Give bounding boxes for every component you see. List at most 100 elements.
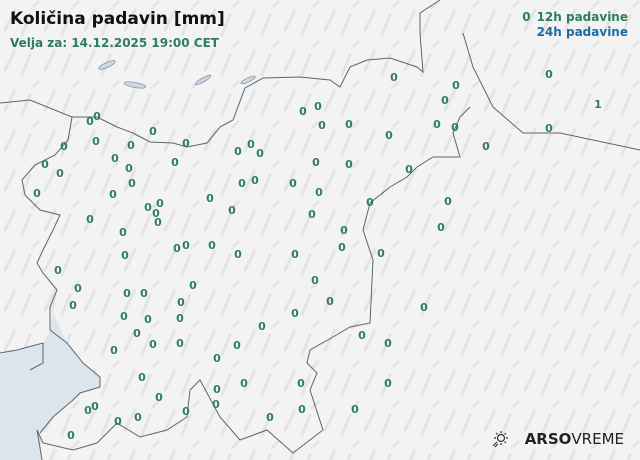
station-value[interactable]: 0 <box>213 352 221 365</box>
station-value[interactable]: 0 <box>176 312 184 325</box>
station-value[interactable]: 0 <box>452 79 460 92</box>
station-value[interactable]: 0 <box>60 140 68 153</box>
station-value[interactable]: 0 <box>133 327 141 340</box>
station-value[interactable]: 0 <box>138 371 146 384</box>
station-value[interactable]: 0 <box>182 239 190 252</box>
station-value[interactable]: 0 <box>125 162 133 175</box>
station-value[interactable]: 0 <box>149 338 157 351</box>
station-value[interactable]: 0 <box>123 287 131 300</box>
station-value[interactable]: 0 <box>311 274 319 287</box>
station-value[interactable]: 0 <box>109 188 117 201</box>
station-value[interactable]: 0 <box>405 163 413 176</box>
station-value[interactable]: 0 <box>86 115 94 128</box>
station-value[interactable]: 0 <box>91 400 99 413</box>
station-value[interactable]: 0 <box>41 158 49 171</box>
station-value[interactable]: 0 <box>291 248 299 261</box>
station-value[interactable]: 0 <box>156 197 164 210</box>
station-value[interactable]: 0 <box>120 310 128 323</box>
station-value[interactable]: 0 <box>93 110 101 123</box>
station-value[interactable]: 0 <box>247 138 255 151</box>
legend-item-24h[interactable]: 24h padavine <box>536 25 628 39</box>
station-value[interactable]: 0 <box>155 391 163 404</box>
station-value[interactable]: 0 <box>110 344 118 357</box>
station-value[interactable]: 0 <box>297 377 305 390</box>
station-value[interactable]: 0 <box>482 140 490 153</box>
station-value[interactable]: 0 <box>140 287 148 300</box>
station-value[interactable]: 0 <box>111 152 119 165</box>
station-value[interactable]: 0 <box>114 415 122 428</box>
station-value[interactable]: 0 <box>234 145 242 158</box>
station-value[interactable]: 0 <box>228 204 236 217</box>
station-value[interactable]: 0 <box>144 313 152 326</box>
station-value[interactable]: 0 <box>69 299 77 312</box>
station-value[interactable]: 0 <box>433 118 441 131</box>
station-value[interactable]: 0 <box>206 192 214 205</box>
station-value[interactable]: 0 <box>345 118 353 131</box>
station-value[interactable]: 0 <box>128 177 136 190</box>
station-value[interactable]: 1 <box>594 98 602 111</box>
station-value[interactable]: 0 <box>390 71 398 84</box>
station-value[interactable]: 0 <box>189 279 197 292</box>
station-value[interactable]: 0 <box>314 100 322 113</box>
station-value[interactable]: 0 <box>251 174 259 187</box>
station-value[interactable]: 0 <box>240 377 248 390</box>
station-value[interactable]: 0 <box>238 177 246 190</box>
station-value[interactable]: 0 <box>144 201 152 214</box>
station-value[interactable]: 0 <box>289 177 297 190</box>
station-value[interactable]: 0 <box>74 282 82 295</box>
station-value[interactable]: 0 <box>173 242 181 255</box>
station-value[interactable]: 0 <box>291 307 299 320</box>
station-value[interactable]: 0 <box>366 196 374 209</box>
station-value[interactable]: 0 <box>308 208 316 221</box>
station-value[interactable]: 0 <box>54 264 62 277</box>
station-value[interactable]: 0 <box>208 239 216 252</box>
station-value[interactable]: 0 <box>299 105 307 118</box>
station-value[interactable]: 0 <box>437 221 445 234</box>
station-value[interactable]: 0 <box>119 226 127 239</box>
station-value[interactable]: 0 <box>182 137 190 150</box>
legend-item-12h[interactable]: 12h padavine <box>536 10 628 24</box>
station-value[interactable]: 0 <box>234 248 242 261</box>
station-value[interactable]: 0 <box>233 339 241 352</box>
station-value[interactable]: 0 <box>176 337 184 350</box>
station-value[interactable]: 0 <box>171 156 179 169</box>
station-value[interactable]: 0 <box>127 139 135 152</box>
station-value[interactable]: 0 <box>340 224 348 237</box>
station-value[interactable]: 0 <box>213 383 221 396</box>
station-value[interactable]: 0 <box>420 301 428 314</box>
station-value[interactable]: 0 <box>377 247 385 260</box>
station-value[interactable]: 0 <box>384 377 392 390</box>
station-value[interactable]: 0 <box>358 329 366 342</box>
station-value[interactable]: 0 <box>84 404 92 417</box>
station-value[interactable]: 0 <box>258 320 266 333</box>
station-value[interactable]: 0 <box>134 411 142 424</box>
station-value[interactable]: 0 <box>33 187 41 200</box>
station-value[interactable]: 0 <box>92 135 100 148</box>
station-value[interactable]: 0 <box>266 411 274 424</box>
station-value[interactable]: 0 <box>182 405 190 418</box>
station-value[interactable]: 0 <box>326 295 334 308</box>
station-value[interactable]: 0 <box>154 216 162 229</box>
station-value[interactable]: 0 <box>545 122 553 135</box>
station-value[interactable]: 0 <box>67 429 75 442</box>
station-value[interactable]: 0 <box>212 398 220 411</box>
station-value[interactable]: 0 <box>256 147 264 160</box>
station-value[interactable]: 0 <box>315 186 323 199</box>
station-value[interactable]: 0 <box>56 167 64 180</box>
station-value[interactable]: 0 <box>451 121 459 134</box>
station-value[interactable]: 0 <box>545 68 553 81</box>
station-value[interactable]: 0 <box>312 156 320 169</box>
station-value[interactable]: 0 <box>121 249 129 262</box>
station-value[interactable]: 0 <box>444 195 452 208</box>
station-value[interactable]: 0 <box>152 207 160 220</box>
station-value[interactable]: 0 <box>385 129 393 142</box>
station-value[interactable]: 0 <box>441 94 449 107</box>
station-value[interactable]: 0 <box>318 119 326 132</box>
station-value[interactable]: 0 <box>338 241 346 254</box>
station-value[interactable]: 0 <box>384 337 392 350</box>
station-value[interactable]: 0 <box>351 403 359 416</box>
station-value[interactable]: 0 <box>86 213 94 226</box>
station-value[interactable]: 0 <box>177 296 185 309</box>
station-value[interactable]: 0 <box>298 403 306 416</box>
